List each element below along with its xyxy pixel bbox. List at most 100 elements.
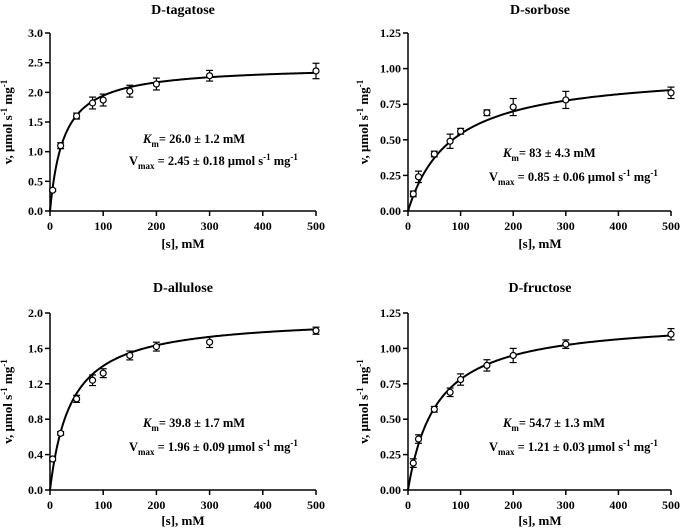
x-tick-label: 300 xyxy=(201,498,219,512)
y-axis-label: v, μmol s-1 mg-1 xyxy=(355,79,371,164)
x-tick-label: 0 xyxy=(405,219,411,233)
data-point xyxy=(88,99,97,107)
data-point xyxy=(509,351,517,360)
y-tick-label: 0.00 xyxy=(380,483,401,497)
data-point xyxy=(430,405,438,413)
km-annotation: Km= 39.8 ± 1.7 mM xyxy=(142,416,245,433)
y-tick-label: 1.6 xyxy=(28,341,43,355)
km-annotation: Km= 26.0 ± 1.2 mM xyxy=(142,132,245,149)
km-annotation: Km= 83 ± 4.3 mM xyxy=(502,146,596,163)
y-tick-label: 0.50 xyxy=(380,133,401,147)
data-point xyxy=(409,459,417,467)
y-tick-label: 2.0 xyxy=(28,306,43,320)
data-point xyxy=(126,351,134,360)
data-point xyxy=(457,127,465,135)
panel-d-allulose: D-allulose 0.0 0.4 0.8 1.2 1.6 2.0 0 100 200 300 40… xyxy=(0,281,325,528)
vmax-annotation: Vmax = 1.96 ± 0.09 μmol s-1 mg-1 xyxy=(129,438,298,457)
x-tick-label: 100 xyxy=(94,498,112,512)
data-point xyxy=(667,330,675,338)
data-point xyxy=(72,395,81,403)
y-tick-label: 1.2 xyxy=(28,377,43,391)
x-tick-label: 400 xyxy=(254,219,272,233)
y-tick-label: 0.00 xyxy=(380,204,401,218)
y-tick-label: 3.0 xyxy=(28,26,43,40)
data-point xyxy=(446,388,454,396)
data-point xyxy=(414,435,423,443)
data-point xyxy=(49,186,57,194)
x-tick-label: 200 xyxy=(147,219,165,233)
y-tick-label: 2.0 xyxy=(28,85,43,99)
x-tick-label: 300 xyxy=(557,219,575,233)
data-point xyxy=(72,112,81,120)
x-tick-label: 0 xyxy=(405,498,411,512)
y-tick-label: 0.75 xyxy=(380,377,401,391)
data-point xyxy=(483,361,491,369)
y-tick-label: 0.8 xyxy=(28,412,43,426)
y-tick-label: 1.00 xyxy=(380,341,401,355)
data-point xyxy=(457,375,465,384)
x-axis-label: [s], mM xyxy=(518,236,561,251)
x-tick-label: 200 xyxy=(504,498,522,512)
y-tick-label: 1.0 xyxy=(28,145,43,159)
y-axis-label: v, μmol s-1 mg-1 xyxy=(355,359,371,444)
chart-title: D-sorbose xyxy=(510,3,570,18)
data-point xyxy=(509,103,517,111)
x-tick-label: 0 xyxy=(47,219,53,233)
x-tick-label: 400 xyxy=(609,219,627,233)
y-tick-label: 0.0 xyxy=(28,483,43,497)
panel-d-sorbose: D-sorbose 0.00 0.25 0.50 0.75 1.00 1.25 0 100 200… xyxy=(355,3,680,251)
vmax-annotation: Vmax = 1.21 ± 0.03 μmol s-1 mg-1 xyxy=(489,438,658,457)
data-point xyxy=(88,376,97,384)
y-tick-label: 0.25 xyxy=(380,448,401,462)
y-axis-label: v, μmol s-1 mg-1 xyxy=(0,359,15,444)
chart-title: D-allulose xyxy=(153,281,213,296)
x-tick-label: 300 xyxy=(201,219,219,233)
data-point xyxy=(206,338,214,346)
x-tick-label: 200 xyxy=(504,219,522,233)
data-point xyxy=(57,429,65,437)
data-point xyxy=(409,190,417,198)
x-tick-label: 100 xyxy=(94,219,112,233)
y-tick-label: 1.00 xyxy=(380,62,401,76)
x-axis-label: [s], mM xyxy=(161,236,204,251)
x-tick-label: 500 xyxy=(662,219,680,233)
x-tick-label: 500 xyxy=(662,498,680,512)
chart-title: D-tagatose xyxy=(151,3,215,18)
x-tick-label: 0 xyxy=(47,498,53,512)
data-point xyxy=(57,142,65,150)
data-point xyxy=(667,89,675,97)
x-tick-label: 100 xyxy=(452,219,470,233)
x-tick-label: 200 xyxy=(147,498,165,512)
x-tick-label: 400 xyxy=(254,498,272,512)
y-tick-label: 1.25 xyxy=(380,26,401,40)
y-axis-label: v, μmol s-1 mg-1 xyxy=(0,79,15,164)
data-point xyxy=(49,455,57,463)
data-point xyxy=(206,72,214,80)
y-tick-label: 0.5 xyxy=(28,174,43,188)
data-point xyxy=(483,109,491,117)
y-tick-label: 1.5 xyxy=(28,115,43,129)
data-point xyxy=(562,96,570,104)
panel-d-fructose: D-fructose 0.00 0.25 0.50 0.75 1.00 1.25 0 100 20… xyxy=(355,281,680,528)
data-point xyxy=(152,80,160,88)
data-point xyxy=(562,340,570,348)
x-tick-label: 100 xyxy=(452,498,470,512)
data-point xyxy=(126,87,134,95)
data-point xyxy=(312,67,320,75)
y-tick-label: 2.5 xyxy=(28,56,43,70)
y-tick-label: 1.25 xyxy=(380,306,401,320)
x-tick-label: 300 xyxy=(557,498,575,512)
fit-curve xyxy=(407,334,672,491)
data-point xyxy=(446,137,454,145)
data-point xyxy=(430,150,438,158)
vmax-annotation: Vmax = 2.45 ± 0.18 μmol s-1 mg-1 xyxy=(129,152,298,171)
panel-d-tagatose: D-tagatose 0.0 0.5 1.0 1.5 2.0 2.5 3.0 0 100 200 30… xyxy=(0,3,325,251)
vmax-annotation: Vmax = 0.85 ± 0.06 μmol s-1 mg-1 xyxy=(489,168,658,187)
x-axis-label: [s], mM xyxy=(161,513,204,528)
x-tick-label: 400 xyxy=(609,498,627,512)
y-tick-label: 0.0 xyxy=(28,204,43,218)
km-annotation: Km= 54.7 ± 1.3 mM xyxy=(502,416,605,433)
x-tick-label: 500 xyxy=(307,219,325,233)
y-tick-label: 0.25 xyxy=(380,168,401,182)
